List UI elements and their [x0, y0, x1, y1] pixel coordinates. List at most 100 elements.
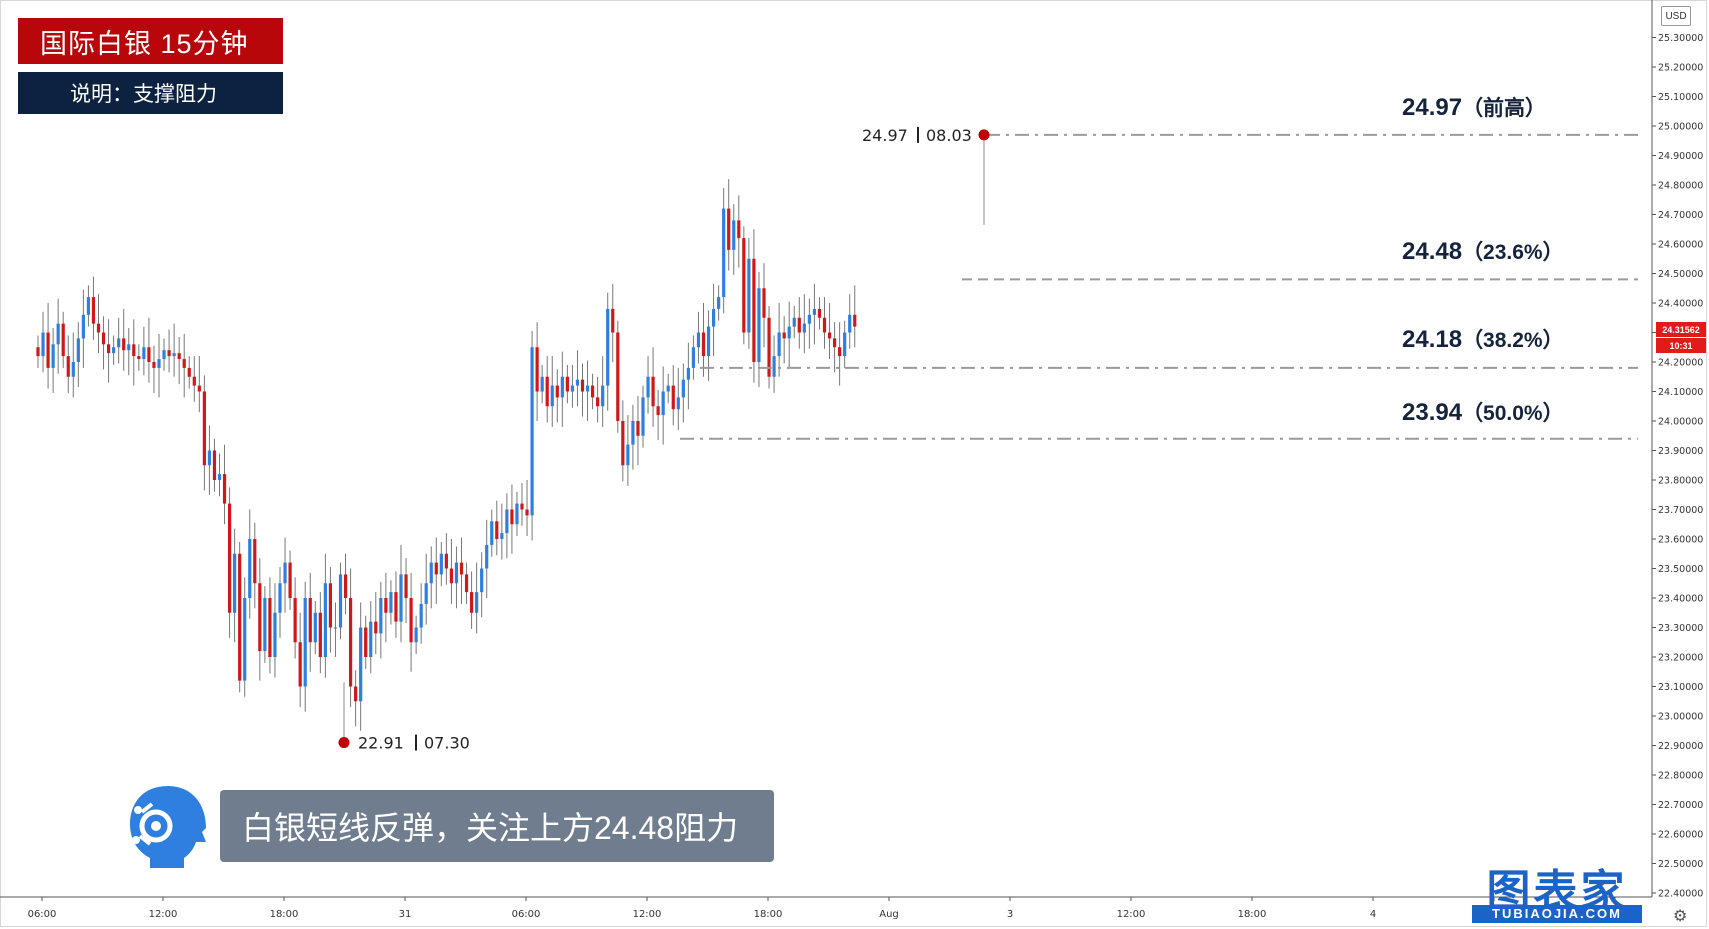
level-note: （38.2%）: [1462, 329, 1564, 352]
candle: [560, 351, 564, 427]
y-tick-label: 24.00000: [1658, 417, 1703, 428]
candle: [530, 331, 534, 541]
candle: [127, 328, 131, 376]
candle: [601, 356, 605, 427]
candle: [258, 558, 262, 681]
y-tick-label: 23.10000: [1658, 682, 1703, 693]
y-tick-label: 22.50000: [1658, 859, 1703, 870]
candle: [827, 303, 832, 360]
level-value: 24.18: [1402, 326, 1463, 353]
candle: [36, 335, 40, 368]
candle: [701, 303, 706, 377]
level-value: 23.94: [1402, 399, 1463, 426]
level-note: （23.6%）: [1462, 241, 1564, 264]
y-tick-label: 24.60000: [1658, 240, 1703, 251]
candle: [51, 328, 55, 393]
candle: [686, 342, 690, 410]
candles-layer: [36, 179, 857, 731]
y-tick-label: 23.90000: [1658, 446, 1703, 457]
candle: [424, 553, 428, 625]
candle: [469, 571, 474, 629]
y-tick-label: 24.70000: [1658, 210, 1703, 221]
y-tick-label: 24.80000: [1658, 181, 1703, 192]
candle: [253, 522, 257, 609]
candle: [459, 537, 464, 604]
candle: [192, 356, 196, 402]
candle: [666, 373, 670, 404]
candle: [802, 294, 806, 354]
candle: [651, 347, 655, 427]
candle: [187, 356, 191, 389]
x-tick-label: 12:00: [633, 909, 662, 920]
candle: [399, 544, 403, 643]
candle: [772, 335, 776, 393]
candle: [288, 550, 292, 610]
gear-icon[interactable]: ⚙: [1673, 908, 1688, 925]
candle: [661, 366, 665, 445]
level-label-3: 24.18（38.2%）: [1402, 324, 1564, 354]
candle: [41, 311, 45, 373]
candle: [81, 289, 85, 368]
low-marker[interactable]: [338, 737, 350, 749]
candle: [540, 364, 544, 404]
x-tick-label: 18:00: [1238, 909, 1267, 920]
candle: [691, 335, 696, 380]
x-tick-label: 18:00: [754, 909, 783, 920]
high-price-label: 24.97: [862, 126, 908, 145]
candle: [838, 322, 842, 386]
candle: [752, 229, 756, 383]
candle: [76, 322, 80, 388]
candle: [762, 263, 766, 348]
candle: [117, 317, 121, 364]
candle: [122, 308, 126, 371]
candle: [338, 562, 343, 640]
candle: [404, 558, 408, 624]
candle: [742, 226, 746, 345]
candle: [268, 577, 272, 674]
currency-button[interactable]: USD: [1661, 6, 1691, 26]
candle: [112, 335, 116, 365]
candle: [812, 283, 817, 345]
candle: [711, 283, 716, 357]
candle: [273, 583, 277, 678]
candle: [142, 326, 146, 376]
countdown-tag: 10:31: [1656, 338, 1706, 353]
candle: [409, 572, 413, 672]
candle: [510, 484, 514, 554]
candle: [233, 528, 237, 643]
candle: [101, 316, 106, 370]
candle: [817, 297, 822, 330]
candle: [656, 390, 660, 441]
candle: [621, 400, 625, 482]
candle: [495, 500, 499, 556]
candle: [500, 503, 504, 560]
candle: [439, 541, 443, 587]
y-tick-label: 24.20000: [1658, 358, 1703, 369]
extreme-markers: 24.97 08.03 22.91 07.30: [338, 126, 990, 753]
candle: [137, 344, 141, 371]
candle: [626, 415, 630, 486]
candle: [283, 537, 287, 613]
candle: [585, 360, 590, 421]
candle: [822, 297, 827, 349]
candle: [757, 272, 761, 388]
y-tick-label: 23.20000: [1658, 653, 1703, 664]
candle: [238, 541, 242, 693]
candle: [354, 670, 358, 727]
candle: [243, 577, 247, 697]
y-tick-label: 22.90000: [1658, 741, 1703, 752]
candle: [565, 364, 569, 404]
low-price-label: 22.91: [358, 734, 404, 753]
high-marker[interactable]: [978, 129, 990, 141]
y-tick-label: 24.50000: [1658, 269, 1703, 280]
candle: [389, 580, 393, 625]
candle: [303, 581, 307, 712]
candle: [570, 364, 575, 408]
candle: [480, 552, 484, 618]
candle: [792, 305, 796, 339]
candle: [248, 509, 252, 619]
candle: [449, 539, 454, 604]
candle: [167, 329, 171, 373]
candle: [46, 303, 50, 389]
